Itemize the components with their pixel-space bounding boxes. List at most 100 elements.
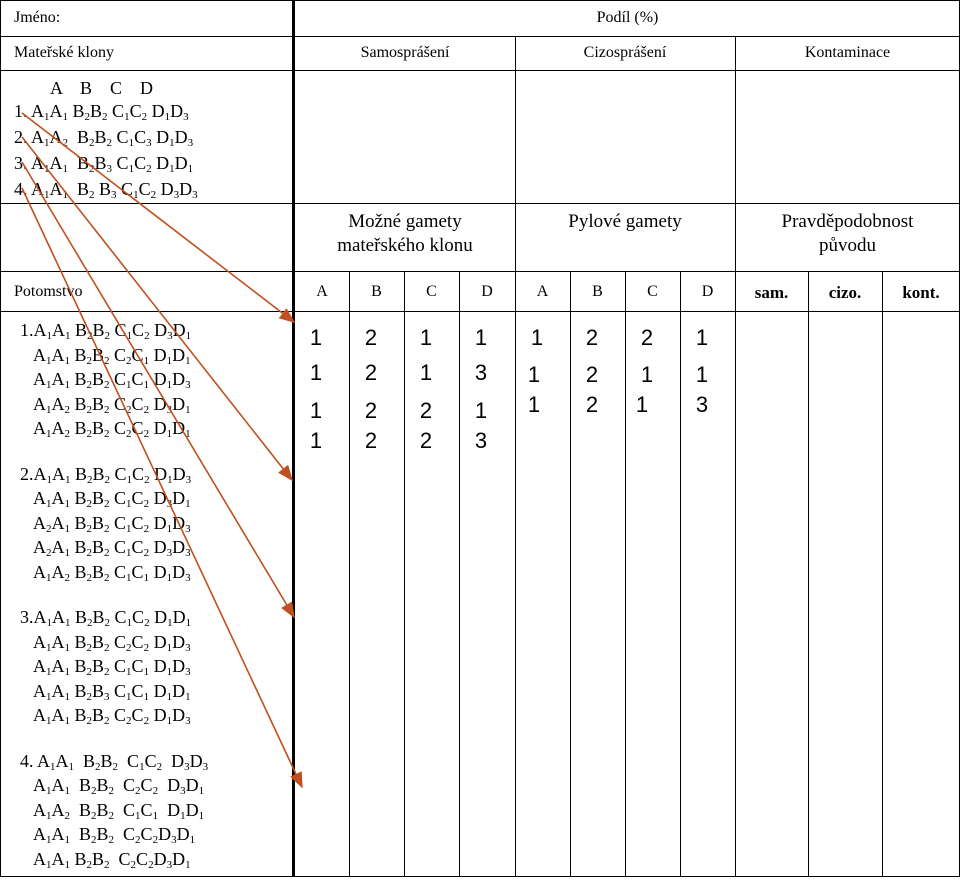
grid-line: [404, 271, 405, 877]
allele: A1: [33, 561, 52, 584]
allele: C2: [131, 418, 150, 440]
genotype-prefix: 2.: [14, 127, 32, 147]
allele: D3: [158, 775, 186, 797]
allele: A1: [33, 680, 52, 703]
allele: A1: [51, 656, 71, 678]
allele: D1: [147, 101, 171, 123]
mother-gamete-value: 1: [309, 428, 323, 453]
possible-gametes-line2: mateřského klonu: [337, 235, 473, 256]
allele: D1: [172, 680, 191, 703]
allele: C1: [131, 369, 150, 391]
pollen-col-d: D: [701, 283, 714, 300]
allele: A1: [52, 320, 71, 342]
allele: D3: [162, 750, 190, 773]
allele: B2: [70, 848, 93, 871]
offspring-row: A1A1 B2B2 C2C2D3D1: [20, 847, 208, 872]
gamete-col-b: B: [371, 283, 382, 300]
allele: D3: [172, 537, 191, 559]
grid-line: [625, 271, 626, 877]
allele: C2: [131, 393, 150, 416]
allele: D1: [185, 775, 205, 797]
allele: B2: [90, 101, 108, 123]
mother-gamete-value: 1: [419, 325, 433, 350]
offspring-row: A1A1 B2B2 C2C2D3D1: [20, 822, 208, 847]
allele: B3: [94, 179, 117, 201]
pollen-gamete-value: 2: [585, 392, 599, 417]
allele: B2: [92, 369, 110, 391]
allele: A1: [49, 101, 69, 123]
pollen-gamete-value: 1: [695, 325, 709, 350]
allele: D3: [172, 463, 192, 486]
allele: A1: [33, 656, 52, 678]
allele: D1: [151, 127, 175, 149]
allele: A1: [33, 418, 52, 440]
allele: D1: [176, 824, 196, 846]
genotype-prefix: 2.: [20, 463, 34, 484]
pollen-gamete-value: 3: [695, 392, 709, 417]
allele: A1: [37, 750, 56, 773]
allele: A1: [33, 607, 53, 629]
mother-clone-row: 3. A1A1 B2B3 C1C2 D1D1: [14, 151, 198, 177]
allele: D3: [172, 656, 191, 678]
allele: C2: [131, 631, 150, 654]
allele: D1: [149, 344, 173, 367]
allele: A1: [33, 369, 52, 391]
pollen-gamete-value: 2: [585, 325, 599, 350]
allele: C2: [131, 488, 150, 510]
allele: A1: [51, 824, 71, 846]
allele: C1: [109, 512, 132, 535]
allele: B2: [92, 320, 111, 342]
allele: D3: [149, 537, 173, 559]
mother-gamete-value: 3: [474, 360, 488, 385]
offspring-row: 1.A1A1 B2B2 C1C2 D3D1: [20, 318, 208, 343]
offspring-row: 3.A1A1 B2B2 C1C2 D1D1: [20, 605, 208, 630]
allele: B2: [100, 750, 119, 773]
gamete-col-d: D: [481, 283, 493, 300]
prob-col-kont: kont.: [902, 283, 940, 302]
mother-gamete-value: 1: [474, 325, 488, 350]
mother-gamete-value: 1: [309, 398, 323, 423]
offspring-row: A1A1 B2B2 C1C2 D3D1: [20, 486, 208, 511]
allele: C1: [131, 561, 150, 584]
mother-clone-row: 2. A1A2 B2B2 C1C3 D1D3: [14, 125, 198, 151]
allele: D3: [170, 101, 189, 123]
mother-gamete-value: 2: [364, 428, 378, 453]
allele: A1: [51, 537, 71, 559]
genotype-prefix: 4.: [20, 750, 38, 771]
offspring-row: A1A1 B2B2 C1C1 D1D3: [20, 654, 208, 679]
offspring-row: A1A2 B2B2 C1C1 D1D1: [20, 798, 208, 823]
mother-gamete-value: 2: [419, 428, 433, 453]
pollen-gamete-value: 1: [527, 392, 541, 417]
allele: B2: [70, 775, 97, 797]
allele: B2: [92, 488, 110, 510]
allele: A1: [52, 607, 71, 629]
probability-line1: Pravděpodobnost: [781, 211, 914, 232]
grid-line: [459, 271, 460, 877]
allele: C1: [118, 750, 145, 773]
mother-gamete-value: 1: [474, 398, 488, 423]
allele: A1: [51, 512, 71, 535]
allele: C1: [112, 127, 135, 149]
allele: B2: [92, 561, 110, 584]
allele: D1: [149, 369, 173, 391]
allele: B2: [70, 320, 93, 342]
mother-gamete-value: 2: [419, 398, 433, 423]
gamete-col-a: A: [316, 283, 328, 300]
allele: B2: [96, 799, 115, 822]
mother-clones-label: Mateřské klony: [14, 44, 114, 61]
allele: C1: [114, 799, 141, 822]
grid-line: [0, 311, 960, 312]
allele: D3: [172, 561, 191, 584]
allele: D3: [172, 631, 191, 654]
allele: C1: [109, 656, 132, 678]
allele: D1: [151, 153, 175, 175]
allele: B2: [92, 393, 110, 416]
allele: B2: [70, 537, 93, 559]
pollen-gamete-value: 1: [635, 392, 649, 417]
allele: B2: [70, 463, 93, 486]
allele: C1: [110, 320, 133, 342]
offspring-row: A2A1 B2B2 C1C2 D3D3: [20, 535, 208, 560]
allele: C2: [132, 607, 150, 629]
allele: B2: [92, 512, 110, 535]
allele: C1: [110, 607, 133, 629]
